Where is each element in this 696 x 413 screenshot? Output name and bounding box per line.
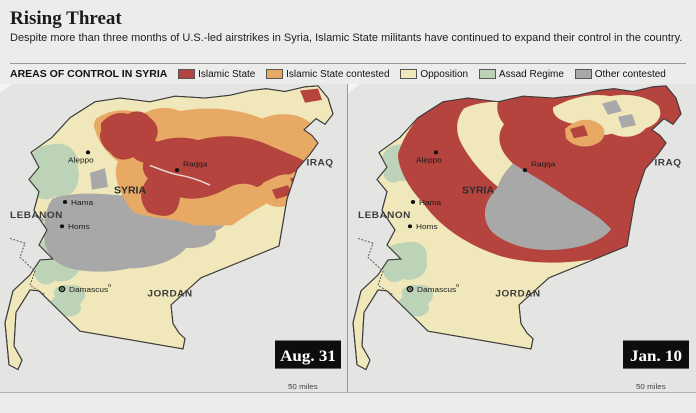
svg-text:SYRIA: SYRIA — [462, 186, 495, 197]
svg-text:Aleppo: Aleppo — [68, 156, 94, 165]
svg-text:Raqqa: Raqqa — [531, 160, 556, 169]
svg-text:50 miles: 50 miles — [636, 382, 666, 391]
svg-text:LEBANON: LEBANON — [10, 210, 63, 221]
svg-text:Hama: Hama — [419, 198, 442, 207]
svg-text:o: o — [456, 283, 459, 289]
svg-text:JORDAN: JORDAN — [495, 289, 540, 300]
svg-text:50 miles: 50 miles — [288, 382, 318, 391]
svg-text:Damascus: Damascus — [417, 285, 456, 294]
svg-text:Raqqa: Raqqa — [183, 160, 208, 169]
svg-text:Homs: Homs — [68, 222, 90, 231]
svg-text:Jan. 10: Jan. 10 — [630, 347, 682, 365]
svg-text:o: o — [108, 283, 111, 289]
svg-text:LEBANON: LEBANON — [358, 210, 411, 221]
svg-text:Aug. 31: Aug. 31 — [280, 347, 336, 365]
svg-text:IRAQ: IRAQ — [307, 158, 334, 169]
svg-text:Aleppo: Aleppo — [416, 156, 442, 165]
svg-text:SYRIA: SYRIA — [114, 186, 147, 197]
svg-text:Damascus: Damascus — [69, 285, 108, 294]
svg-text:JORDAN: JORDAN — [147, 289, 192, 300]
svg-text:IRAQ: IRAQ — [655, 158, 682, 169]
svg-text:Homs: Homs — [416, 222, 438, 231]
svg-text:Hama: Hama — [71, 198, 94, 207]
